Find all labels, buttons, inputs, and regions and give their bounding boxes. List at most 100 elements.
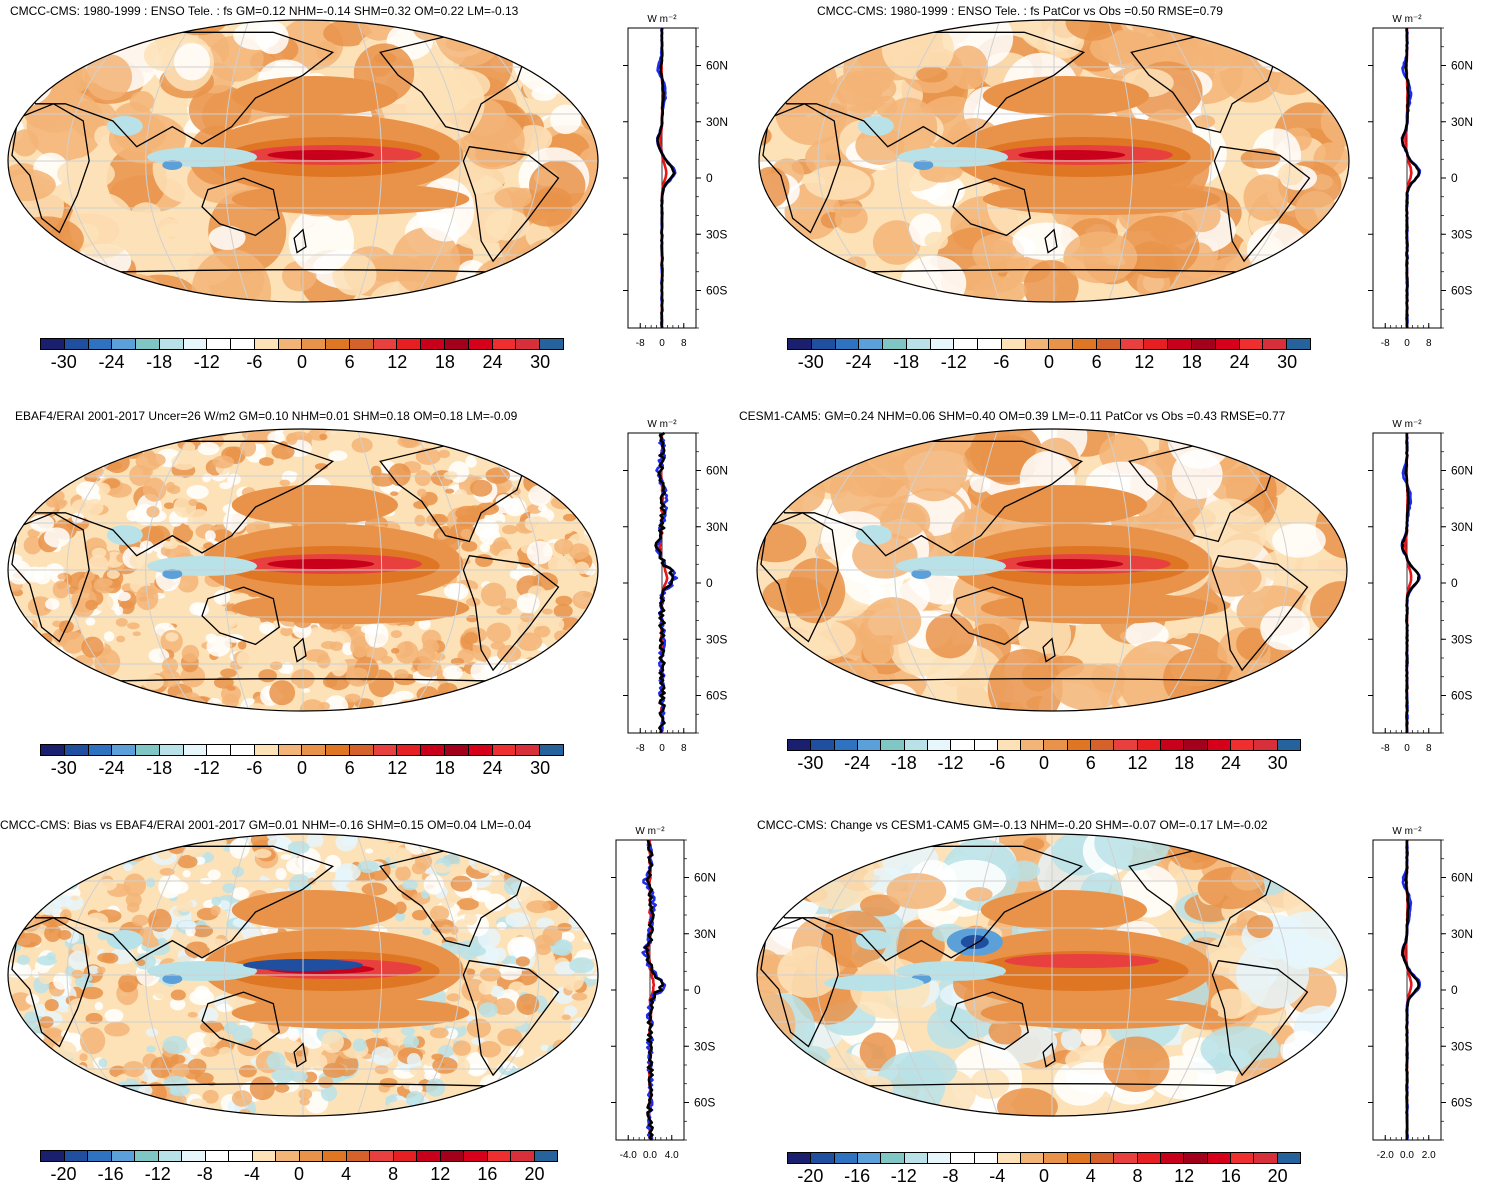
- colorbar-swatch: [205, 1151, 229, 1161]
- profile-unit: W m⁻²: [1392, 826, 1422, 837]
- colorbar-swatch: [1137, 740, 1161, 750]
- colorbar-swatch: [1044, 740, 1068, 750]
- colorbar-swatch: [1091, 1153, 1115, 1163]
- lat-label: 60N: [706, 59, 728, 73]
- colorbar-label: -12: [193, 352, 220, 372]
- lat-label: 0: [1451, 983, 1458, 997]
- colorbar-swatch: [1277, 740, 1300, 750]
- colorbar-swatch: [397, 339, 422, 349]
- colorbar-swatch: [207, 339, 232, 349]
- colorbar-swatch: [278, 745, 303, 755]
- colorbar-swatch: [112, 339, 137, 349]
- colorbar-label: -12: [144, 1164, 171, 1184]
- colorbar-label: -18: [146, 758, 173, 778]
- colorbar-swatch: [834, 1153, 858, 1163]
- colorbar-swatch: [349, 339, 374, 349]
- panel-title: CESM1-CAM5: GM=0.24 NHM=0.06 SHM=0.40 OM…: [739, 409, 1286, 423]
- colorbar-label: -18: [893, 352, 920, 372]
- panel-5: CMCC-CMS: Bias vs EBAF4/ERAI 2001-2017 G…: [0, 810, 740, 1187]
- colorbar-swatch: [1215, 339, 1240, 349]
- colorbar-swatch: [417, 1151, 441, 1161]
- colorbar-label: 12: [430, 1164, 451, 1184]
- colorbar-swatch: [1168, 339, 1193, 349]
- colorbar-swatch: [788, 1153, 812, 1163]
- colorbar-swatch: [904, 740, 928, 750]
- profile-xtick: 8: [681, 338, 687, 349]
- colorbar-swatch: [1025, 339, 1050, 349]
- world-map: [758, 19, 1350, 303]
- colorbar-label: 12: [1134, 352, 1155, 372]
- colorbar: -20 -16 -12 -8 -4 0 4 8 12 16 20: [40, 1150, 558, 1184]
- colorbar-label: 0: [1038, 753, 1050, 773]
- colorbar-label: -24: [98, 758, 125, 778]
- colorbar-label: 30: [1267, 753, 1288, 773]
- colorbar-swatch: [834, 740, 858, 750]
- colorbar-swatch: [252, 1151, 276, 1161]
- lat-label: 60N: [1451, 464, 1473, 478]
- colorbar-swatch: [788, 339, 812, 349]
- profile-xtick: 8: [681, 743, 687, 754]
- colorbar-swatch: [1239, 339, 1264, 349]
- colorbar-swatch: [1137, 1153, 1161, 1163]
- colorbar-swatch: [492, 339, 517, 349]
- colorbar-label: 18: [434, 352, 455, 372]
- profile-line: [655, 432, 679, 734]
- graticule: [8, 20, 598, 302]
- colorbar-swatch: [1287, 339, 1310, 349]
- colorbar-swatch: [857, 1153, 882, 1163]
- colorbar-label: -18: [146, 352, 173, 372]
- lat-label: 60N: [1451, 871, 1473, 885]
- profile-xtick: 0: [1404, 743, 1410, 754]
- map-border: [7, 428, 599, 712]
- lat-label: 30N: [1451, 115, 1473, 129]
- panel-title: EBAF4/ERAI 2001-2017 Uncer=26 W/m2 GM=0.…: [15, 409, 518, 423]
- world-map: [7, 428, 599, 712]
- panel-title: CMCC-CMS: 1980-1999 : ENSO Tele. : fs GM…: [10, 4, 519, 18]
- lat-label: 30S: [1451, 227, 1472, 241]
- colorbar-swatch: [370, 1151, 394, 1161]
- colorbar: -30 -24 -18 -12 -6 0 6 12 18 24 30: [40, 338, 564, 372]
- colorbar-swatch: [421, 339, 446, 349]
- colorbar-label: -12: [940, 352, 967, 372]
- world-map: [756, 833, 1348, 1117]
- profile-xtick: 0: [659, 338, 665, 349]
- colorbar-swatch: [135, 1151, 159, 1161]
- zonal-profile: W m⁻² 60N 30N 0 30S 60S -8 0 8: [623, 419, 728, 754]
- colorbar-swatch: [278, 339, 303, 349]
- profile-line: [1400, 432, 1421, 734]
- colorbar-label: 8: [1132, 1166, 1143, 1186]
- colorbar-swatch: [1254, 740, 1278, 750]
- colorbar-labels: -30 -24 -18 -12 -6 0 6 12 18 24 30: [787, 350, 1311, 372]
- colorbar-swatch: [1044, 1153, 1068, 1163]
- zonal-profile: W m⁻² 60N 30N 0 30S 60S -8 0 8: [1368, 14, 1473, 349]
- profile-xtick: -2.0: [1377, 1150, 1395, 1161]
- colorbar-swatch: [1114, 1153, 1138, 1163]
- colorbar-swatch: [254, 339, 279, 349]
- lat-label: 60S: [1451, 284, 1472, 298]
- panel-2: CMCC-CMS: 1980-1999 : ENSO Tele. : fs Pa…: [745, 0, 1489, 390]
- colorbar-swatch: [64, 1151, 88, 1161]
- colorbar-label: -12: [937, 753, 964, 773]
- colorbar-label: 18: [434, 758, 455, 778]
- colorbar-swatch: [111, 1151, 135, 1161]
- colorbar-label: -30: [50, 758, 77, 778]
- colorbar-swatch: [373, 339, 398, 349]
- profile-xtick: 0: [659, 743, 665, 754]
- colorbar-label: -20: [797, 1166, 824, 1186]
- lat-label: 30N: [1451, 927, 1473, 941]
- colorbar-label: 4: [1085, 1166, 1096, 1186]
- colorbar-swatch: [1263, 339, 1288, 349]
- colorbar-swatch: [1184, 1153, 1208, 1163]
- colorbar-swatch: [904, 1153, 928, 1163]
- profile-xtick: -8: [1381, 338, 1390, 349]
- colorbar-label: 6: [1091, 352, 1102, 372]
- colorbar-swatches: [787, 338, 1311, 350]
- colorbar-swatch: [302, 745, 327, 755]
- colorbar-label: -20: [50, 1164, 77, 1184]
- colorbar-label: 6: [344, 352, 355, 372]
- colorbar-label: -24: [844, 753, 871, 773]
- colorbar-swatch: [1067, 740, 1092, 750]
- colorbar-swatch: [88, 745, 113, 755]
- world-map: [7, 833, 599, 1117]
- colorbar-swatch: [445, 745, 469, 755]
